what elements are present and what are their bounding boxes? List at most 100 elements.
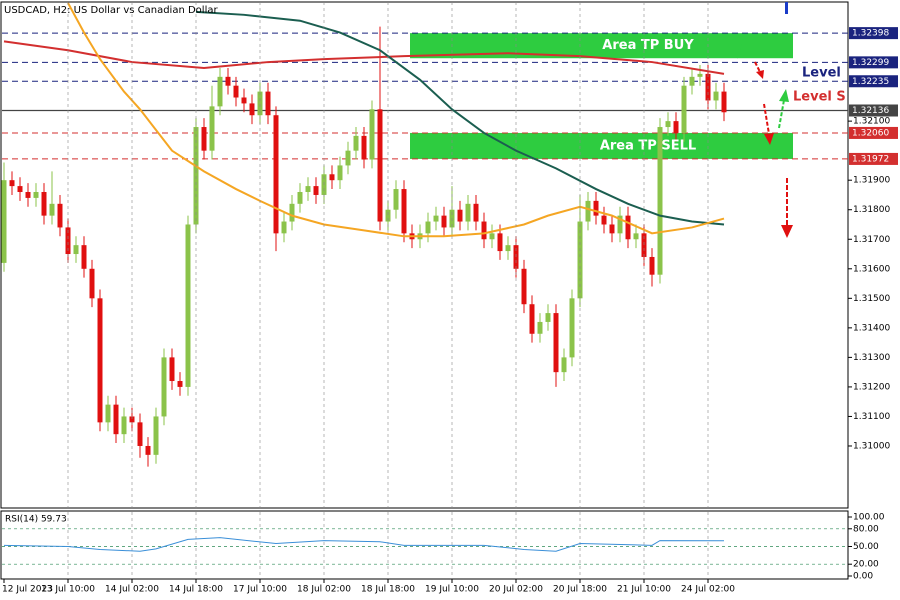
candle-body xyxy=(217,76,223,107)
candle-body xyxy=(233,85,239,98)
candle-body xyxy=(89,268,95,299)
candle-body xyxy=(105,404,111,423)
candle-body xyxy=(609,224,615,234)
price-label: 1.32235 xyxy=(852,77,889,87)
candle-body xyxy=(289,203,295,222)
zone-label: Area TP SELL xyxy=(600,138,696,153)
candle-body xyxy=(369,109,375,160)
candle-body xyxy=(193,127,199,225)
candle-body xyxy=(113,404,119,435)
main-panel-frame xyxy=(0,1,849,509)
candle-body xyxy=(465,203,471,222)
rsi-tick-label: 100.00 xyxy=(853,513,885,523)
candle-body xyxy=(665,121,671,128)
y-tick-label: 1.31800 xyxy=(853,205,890,215)
x-tick-label: 21 Jul 10:00 xyxy=(617,585,671,595)
marker xyxy=(785,2,788,14)
price-label-box xyxy=(849,152,898,165)
x-tick-label: 17 Jul 10:00 xyxy=(233,585,287,595)
candle-body xyxy=(345,150,351,166)
candle-body xyxy=(9,180,15,187)
price-label: 1.32060 xyxy=(852,128,889,138)
arrow-head xyxy=(781,225,793,238)
candle-body xyxy=(281,221,287,234)
rsi-title: RSI(14) 59.73 xyxy=(5,515,67,525)
arrows xyxy=(736,2,793,238)
x-tick-label: 13 Jul 10:00 xyxy=(41,585,95,595)
y-tick-label: 1.31600 xyxy=(853,264,890,274)
candle-body xyxy=(425,221,431,234)
y-tick-label: 1.31700 xyxy=(853,235,890,245)
candle-body xyxy=(185,224,191,387)
ma-line xyxy=(195,10,725,226)
candle-body xyxy=(641,233,647,257)
zone-label: Area TP BUY xyxy=(602,38,694,53)
y-tick-label: 1.31300 xyxy=(853,353,890,363)
arrow xyxy=(754,61,761,73)
candle-body xyxy=(393,189,399,210)
candle-body xyxy=(577,221,583,299)
price-label: 1.32398 xyxy=(852,29,889,39)
candle-body xyxy=(505,245,511,252)
price-label-box xyxy=(849,75,898,88)
y-tick-label: 1.31500 xyxy=(853,294,890,304)
candle-body xyxy=(585,200,591,222)
candle-body xyxy=(305,186,311,193)
candle-body xyxy=(489,233,495,240)
candle-body xyxy=(569,298,575,358)
arrow xyxy=(763,103,770,135)
candle-body xyxy=(673,121,679,133)
candle-body xyxy=(153,416,159,455)
candle-body xyxy=(593,200,599,216)
x-tick-label: 20 Jul 02:00 xyxy=(489,585,543,595)
candle-body xyxy=(241,97,247,104)
candle-body xyxy=(121,416,127,435)
candle-body xyxy=(481,221,487,240)
y-tick-label: 1.31200 xyxy=(853,382,890,392)
candle-body xyxy=(161,357,167,417)
candle-body xyxy=(433,215,439,222)
candle-body xyxy=(529,304,535,334)
candle-body xyxy=(273,115,279,234)
rsi-tick-label: 20.00 xyxy=(853,560,879,570)
ma-line xyxy=(3,40,725,75)
candle-body xyxy=(721,91,727,113)
candle-body xyxy=(713,91,719,101)
candle-body xyxy=(209,106,215,151)
overlay: Area TP BUY Area TP SELL xyxy=(600,38,696,153)
candle-body xyxy=(49,203,55,216)
x-tick-label: 12 Jul 2023 xyxy=(2,585,53,595)
x-tick-label: 24 Jul 02:00 xyxy=(681,585,735,595)
candle-body xyxy=(41,192,47,216)
arrow-head xyxy=(756,70,764,79)
x-tick-label: 18 Jul 02:00 xyxy=(297,585,351,595)
price-label: 1.31972 xyxy=(852,154,889,164)
annotation: Level xyxy=(802,66,841,81)
candle-body xyxy=(337,165,343,181)
candle-body xyxy=(97,298,103,423)
candle-body xyxy=(601,215,607,225)
candle-body xyxy=(313,186,319,195)
candle-body xyxy=(65,227,71,255)
candle-body xyxy=(377,109,383,222)
candle-body xyxy=(625,215,631,240)
x-tick-label: 20 Jul 18:00 xyxy=(553,585,607,595)
candle-body xyxy=(225,76,231,86)
rsi-line xyxy=(3,537,725,552)
candle-body xyxy=(201,127,207,151)
price-label: 1.32136 xyxy=(852,106,889,116)
candle-body xyxy=(169,357,175,382)
candle-body xyxy=(73,245,79,255)
price-label-box xyxy=(849,104,898,117)
arrow-head xyxy=(779,89,789,102)
arrow xyxy=(778,99,785,129)
candle-body xyxy=(329,174,335,181)
y-tick-label: 1.31400 xyxy=(853,323,890,333)
x-tick-label: 14 Jul 02:00 xyxy=(105,585,159,595)
candle-body xyxy=(521,268,527,305)
candle-body xyxy=(353,135,359,151)
candle-body xyxy=(657,127,663,275)
candle-body xyxy=(17,186,23,193)
price-label: 1.32299 xyxy=(852,58,889,68)
candle-body xyxy=(681,85,687,133)
